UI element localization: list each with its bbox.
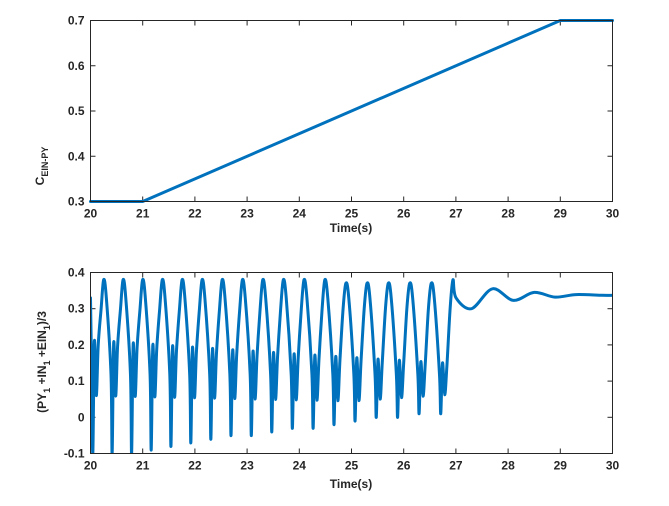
bottom-x-ticks: 20 21 22 23 24 25 26 27 28 29 30 (84, 272, 620, 473)
top-x-ticks: 20 21 22 23 24 25 26 27 28 29 30 (84, 20, 620, 221)
bottom-y-tick-label: 0.1 (68, 374, 85, 388)
bottom-x-tick-label: 21 (136, 459, 150, 473)
top-x-tick-label: 23 (240, 207, 254, 221)
top-x-tick-label: 21 (136, 207, 150, 221)
bottom-y-axis-label: (PY1 +IN1 +EIN1)/3 (35, 311, 52, 413)
bottom-plot-frame (90, 272, 613, 454)
top-y-tick-label: 0.7 (68, 14, 85, 28)
bottom-y-tick-label: 0.4 (68, 266, 85, 280)
bottom-y-tick-label: 0.2 (68, 338, 85, 352)
bottom-x-tick-label: 29 (554, 459, 568, 473)
top-y-tick-label: 0.3 (68, 195, 85, 209)
bottom-y-tick-label: -0.1 (64, 447, 85, 461)
bottom-x-tick-label: 24 (293, 459, 307, 473)
bottom-x-tick-label: 23 (240, 459, 254, 473)
top-y-axis-label: CEIN-PY (33, 147, 50, 186)
bottom-series-line (90, 277, 613, 454)
bottom-x-tick-label: 20 (84, 459, 98, 473)
top-x-tick-label: 28 (501, 207, 515, 221)
bottom-x-tick-label: 28 (501, 459, 515, 473)
bottom-x-tick-label: 25 (345, 459, 359, 473)
top-x-tick-label: 25 (345, 207, 359, 221)
top-x-tick-label: 30 (606, 207, 620, 221)
bottom-x-tick-label: 22 (188, 459, 202, 473)
bottom-x-axis-label: Time(s) (330, 477, 372, 491)
panel-top-chart: CEIN-PY Time(s) 20 21 22 23 24 25 26 27 28 29 30 0… (33, 14, 619, 236)
top-y-tick-label: 0.4 (68, 149, 85, 163)
bottom-x-tick-label: 30 (606, 459, 620, 473)
bottom-y-tick-label: 0.3 (68, 302, 85, 316)
top-x-tick-label: 29 (554, 207, 568, 221)
top-y-tick-label: 0.6 (68, 59, 85, 73)
top-x-tick-label: 22 (188, 207, 202, 221)
bottom-x-tick-label: 27 (449, 459, 463, 473)
top-y-tick-label: 0.5 (68, 104, 85, 118)
bottom-x-tick-label: 26 (397, 459, 411, 473)
top-x-tick-label: 26 (397, 207, 411, 221)
top-series-line (89, 19, 614, 203)
top-x-tick-label: 20 (84, 207, 98, 221)
top-x-axis-label: Time(s) (330, 221, 372, 235)
top-x-tick-label: 24 (293, 207, 307, 221)
top-x-tick-label: 27 (449, 207, 463, 221)
top-plot-frame (90, 20, 613, 202)
top-y-ticks: 0.3 0.4 0.5 0.6 0.7 (68, 14, 613, 209)
bottom-y-tick-label: 0 (78, 410, 85, 424)
panel-bottom-chart: (PY1 +IN1 +EIN1)/3 Time(s) 20 21 22 23 24 25 2… (35, 266, 619, 492)
